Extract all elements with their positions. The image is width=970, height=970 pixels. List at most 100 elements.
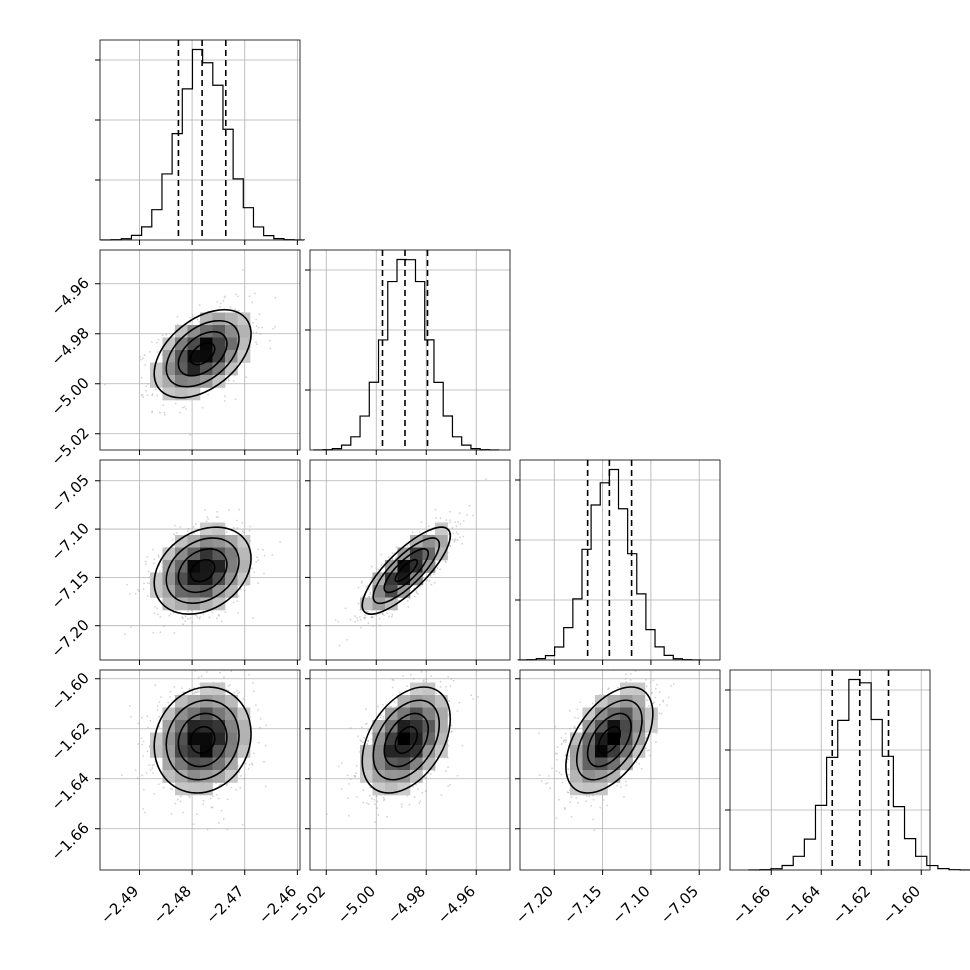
sample-point	[248, 529, 251, 532]
sample-point	[413, 595, 416, 598]
sample-point	[357, 735, 359, 738]
sample-point	[439, 686, 442, 688]
sample-point	[573, 725, 576, 728]
sample-point	[407, 606, 410, 608]
sample-point	[422, 680, 425, 683]
sample-point	[223, 400, 226, 402]
contour-1	[383, 712, 430, 768]
density-cell	[150, 362, 163, 376]
sample-point	[354, 621, 356, 623]
sample-point	[424, 790, 427, 793]
sample-point	[171, 539, 174, 541]
density-cell	[200, 597, 213, 611]
sample-point	[349, 618, 352, 621]
sample-point	[454, 521, 457, 523]
density-cell	[225, 337, 238, 351]
density-cell	[237, 325, 251, 338]
sample-point	[406, 685, 409, 688]
sample-point	[262, 548, 264, 551]
sample-point	[274, 296, 277, 299]
sample-point	[360, 726, 363, 729]
sample-point	[140, 394, 143, 397]
sample-point	[340, 762, 343, 764]
sample-point	[151, 764, 154, 767]
contour-0	[189, 558, 216, 583]
sample-point	[349, 727, 352, 729]
sample-point	[259, 717, 262, 720]
sample-point	[391, 552, 394, 554]
sample-point	[259, 333, 262, 335]
sample-point	[187, 530, 189, 532]
density-cell	[212, 585, 226, 598]
sample-point	[368, 595, 371, 598]
sample-point	[381, 613, 384, 615]
sample-point	[187, 610, 189, 613]
sample-point	[456, 774, 459, 777]
density-cell	[225, 560, 238, 573]
sample-point	[129, 593, 131, 595]
sample-point	[134, 769, 137, 771]
sample-point	[154, 388, 157, 391]
sample-point	[129, 705, 131, 707]
sample-point	[241, 823, 244, 826]
sample-point	[156, 709, 159, 711]
sample-point	[147, 570, 150, 573]
sample-point	[370, 616, 373, 619]
density-cell	[162, 362, 176, 376]
sample-point	[364, 723, 367, 725]
sample-point	[197, 676, 200, 679]
x-tick-label-p1: −4.98	[384, 882, 429, 927]
sample-point	[157, 783, 160, 786]
sample-point	[261, 326, 263, 329]
density-cell	[212, 547, 226, 561]
sample-point	[367, 803, 370, 805]
density-cell	[175, 782, 188, 796]
sample-point	[184, 615, 187, 617]
y-tick-label-p2: −7.20	[48, 616, 93, 661]
sample-point	[160, 696, 162, 698]
sample-point	[353, 774, 356, 777]
sample-point	[234, 293, 237, 296]
sample-point	[386, 815, 389, 818]
sample-point	[367, 622, 370, 624]
density-cell	[410, 757, 423, 771]
sample-point	[236, 519, 238, 522]
density-cell	[175, 572, 188, 586]
sample-point	[377, 568, 379, 570]
sample-point	[459, 523, 462, 525]
sample-point	[145, 385, 148, 388]
sample-point	[161, 334, 164, 337]
density-cells	[150, 522, 251, 611]
sample-point	[366, 802, 368, 804]
sample-point	[259, 726, 261, 729]
sample-point	[425, 678, 428, 681]
density-cell	[175, 757, 188, 771]
sample-point	[461, 542, 463, 545]
density-cell	[162, 745, 176, 758]
sample-point	[458, 512, 461, 515]
sample-point	[169, 690, 172, 693]
sample-point	[192, 692, 195, 695]
sample-point	[359, 619, 362, 621]
sample-point	[382, 715, 385, 718]
sample-point	[462, 535, 465, 538]
contour-2	[165, 537, 240, 605]
sample-point	[248, 673, 251, 676]
density-cell	[187, 362, 201, 376]
contour-0	[189, 341, 216, 366]
sample-point	[370, 565, 373, 568]
y-tick-label-p2: −7.15	[48, 567, 93, 612]
sample-point	[220, 620, 223, 623]
scatter-panel-p1-p3: −5.02 −5.00 −4.98 −4.96	[284, 669, 511, 927]
x-ticks	[138, 450, 298, 455]
density-cell	[410, 547, 423, 561]
y-ticks	[305, 678, 310, 830]
sample-point	[224, 295, 227, 298]
sample-point	[454, 538, 457, 540]
sample-point	[247, 768, 250, 770]
density-cell	[200, 732, 213, 746]
sample-point	[257, 582, 259, 585]
density-cell	[435, 695, 448, 708]
sample-point	[346, 639, 349, 641]
sample-point	[140, 737, 143, 740]
